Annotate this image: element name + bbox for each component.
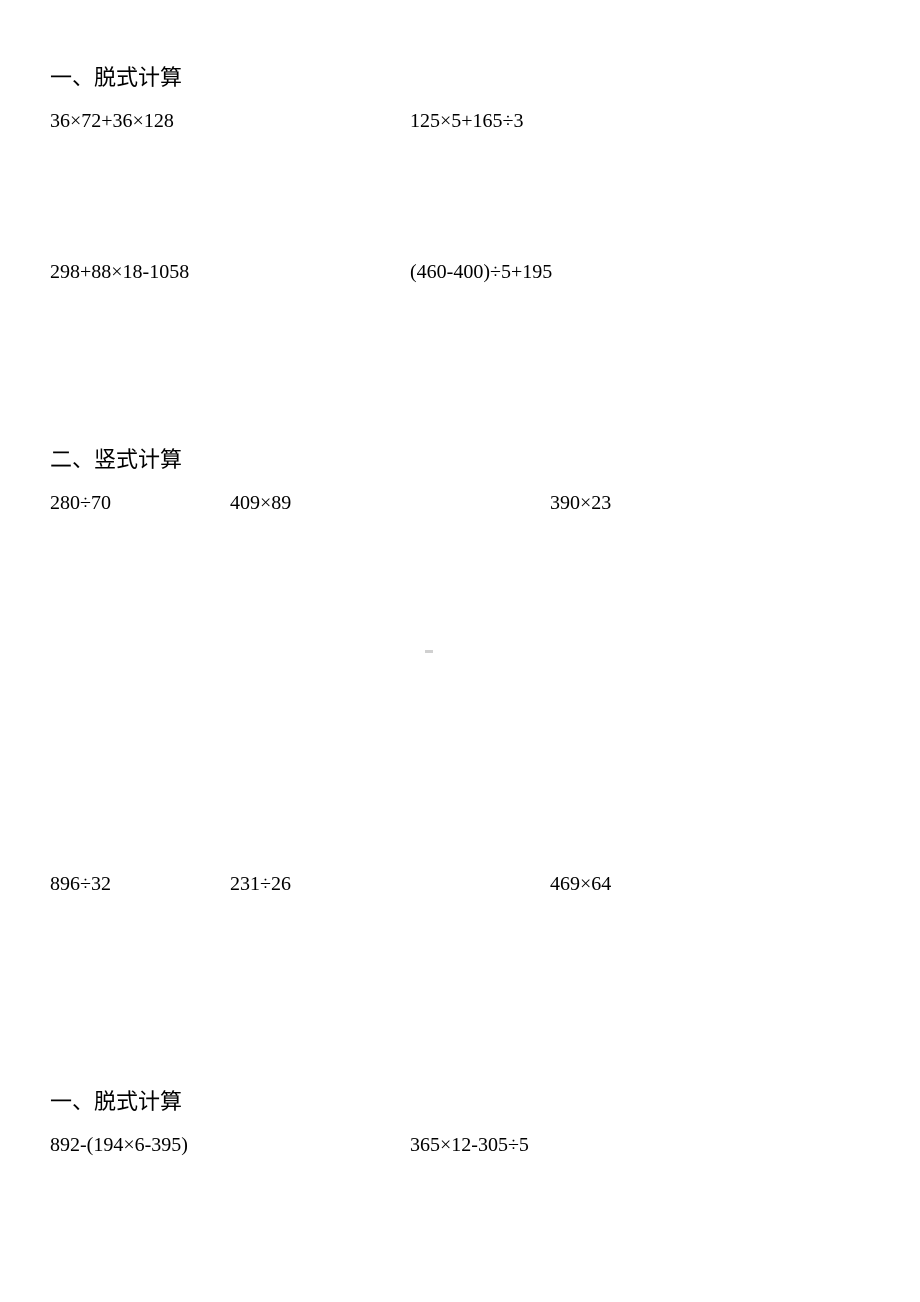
expression-row: 892-(194×6-395) 365×12-305÷5 — [50, 1134, 870, 1157]
workspace-gap — [50, 914, 870, 1084]
expression-cell: 36×72+36×128 — [50, 110, 410, 133]
expression-cell: 365×12-305÷5 — [410, 1134, 529, 1157]
workspace-gap — [50, 302, 870, 442]
expression-cell: 469×64 — [550, 873, 611, 896]
expression-row: 298+88×18-1058 (460-400)÷5+195 — [50, 261, 870, 284]
expression-row: 280÷70 409×89 390×23 — [50, 492, 870, 515]
expression-cell: 896÷32 — [50, 873, 230, 896]
section-3-title: 一、脱式计算 — [50, 1084, 870, 1116]
expression-row: 896÷32 231÷26 469×64 — [50, 873, 870, 896]
section-2-title: 二、竖式计算 — [50, 442, 870, 474]
worksheet-page: 一、脱式计算 36×72+36×128 125×5+165÷3 298+88×1… — [0, 0, 920, 1215]
expression-cell: 231÷26 — [230, 873, 550, 896]
expression-cell: 409×89 — [230, 492, 550, 515]
section-1-title: 一、脱式计算 — [50, 60, 870, 92]
expression-cell: 125×5+165÷3 — [410, 110, 524, 133]
page-center-marker-icon — [425, 650, 433, 653]
expression-cell: 390×23 — [550, 492, 611, 515]
expression-cell: 280÷70 — [50, 492, 230, 515]
expression-cell: (460-400)÷5+195 — [410, 261, 552, 284]
workspace-gap — [50, 151, 870, 261]
expression-cell: 892-(194×6-395) — [50, 1134, 410, 1157]
workspace-gap — [50, 533, 870, 873]
expression-row: 36×72+36×128 125×5+165÷3 — [50, 110, 870, 133]
expression-cell: 298+88×18-1058 — [50, 261, 410, 284]
